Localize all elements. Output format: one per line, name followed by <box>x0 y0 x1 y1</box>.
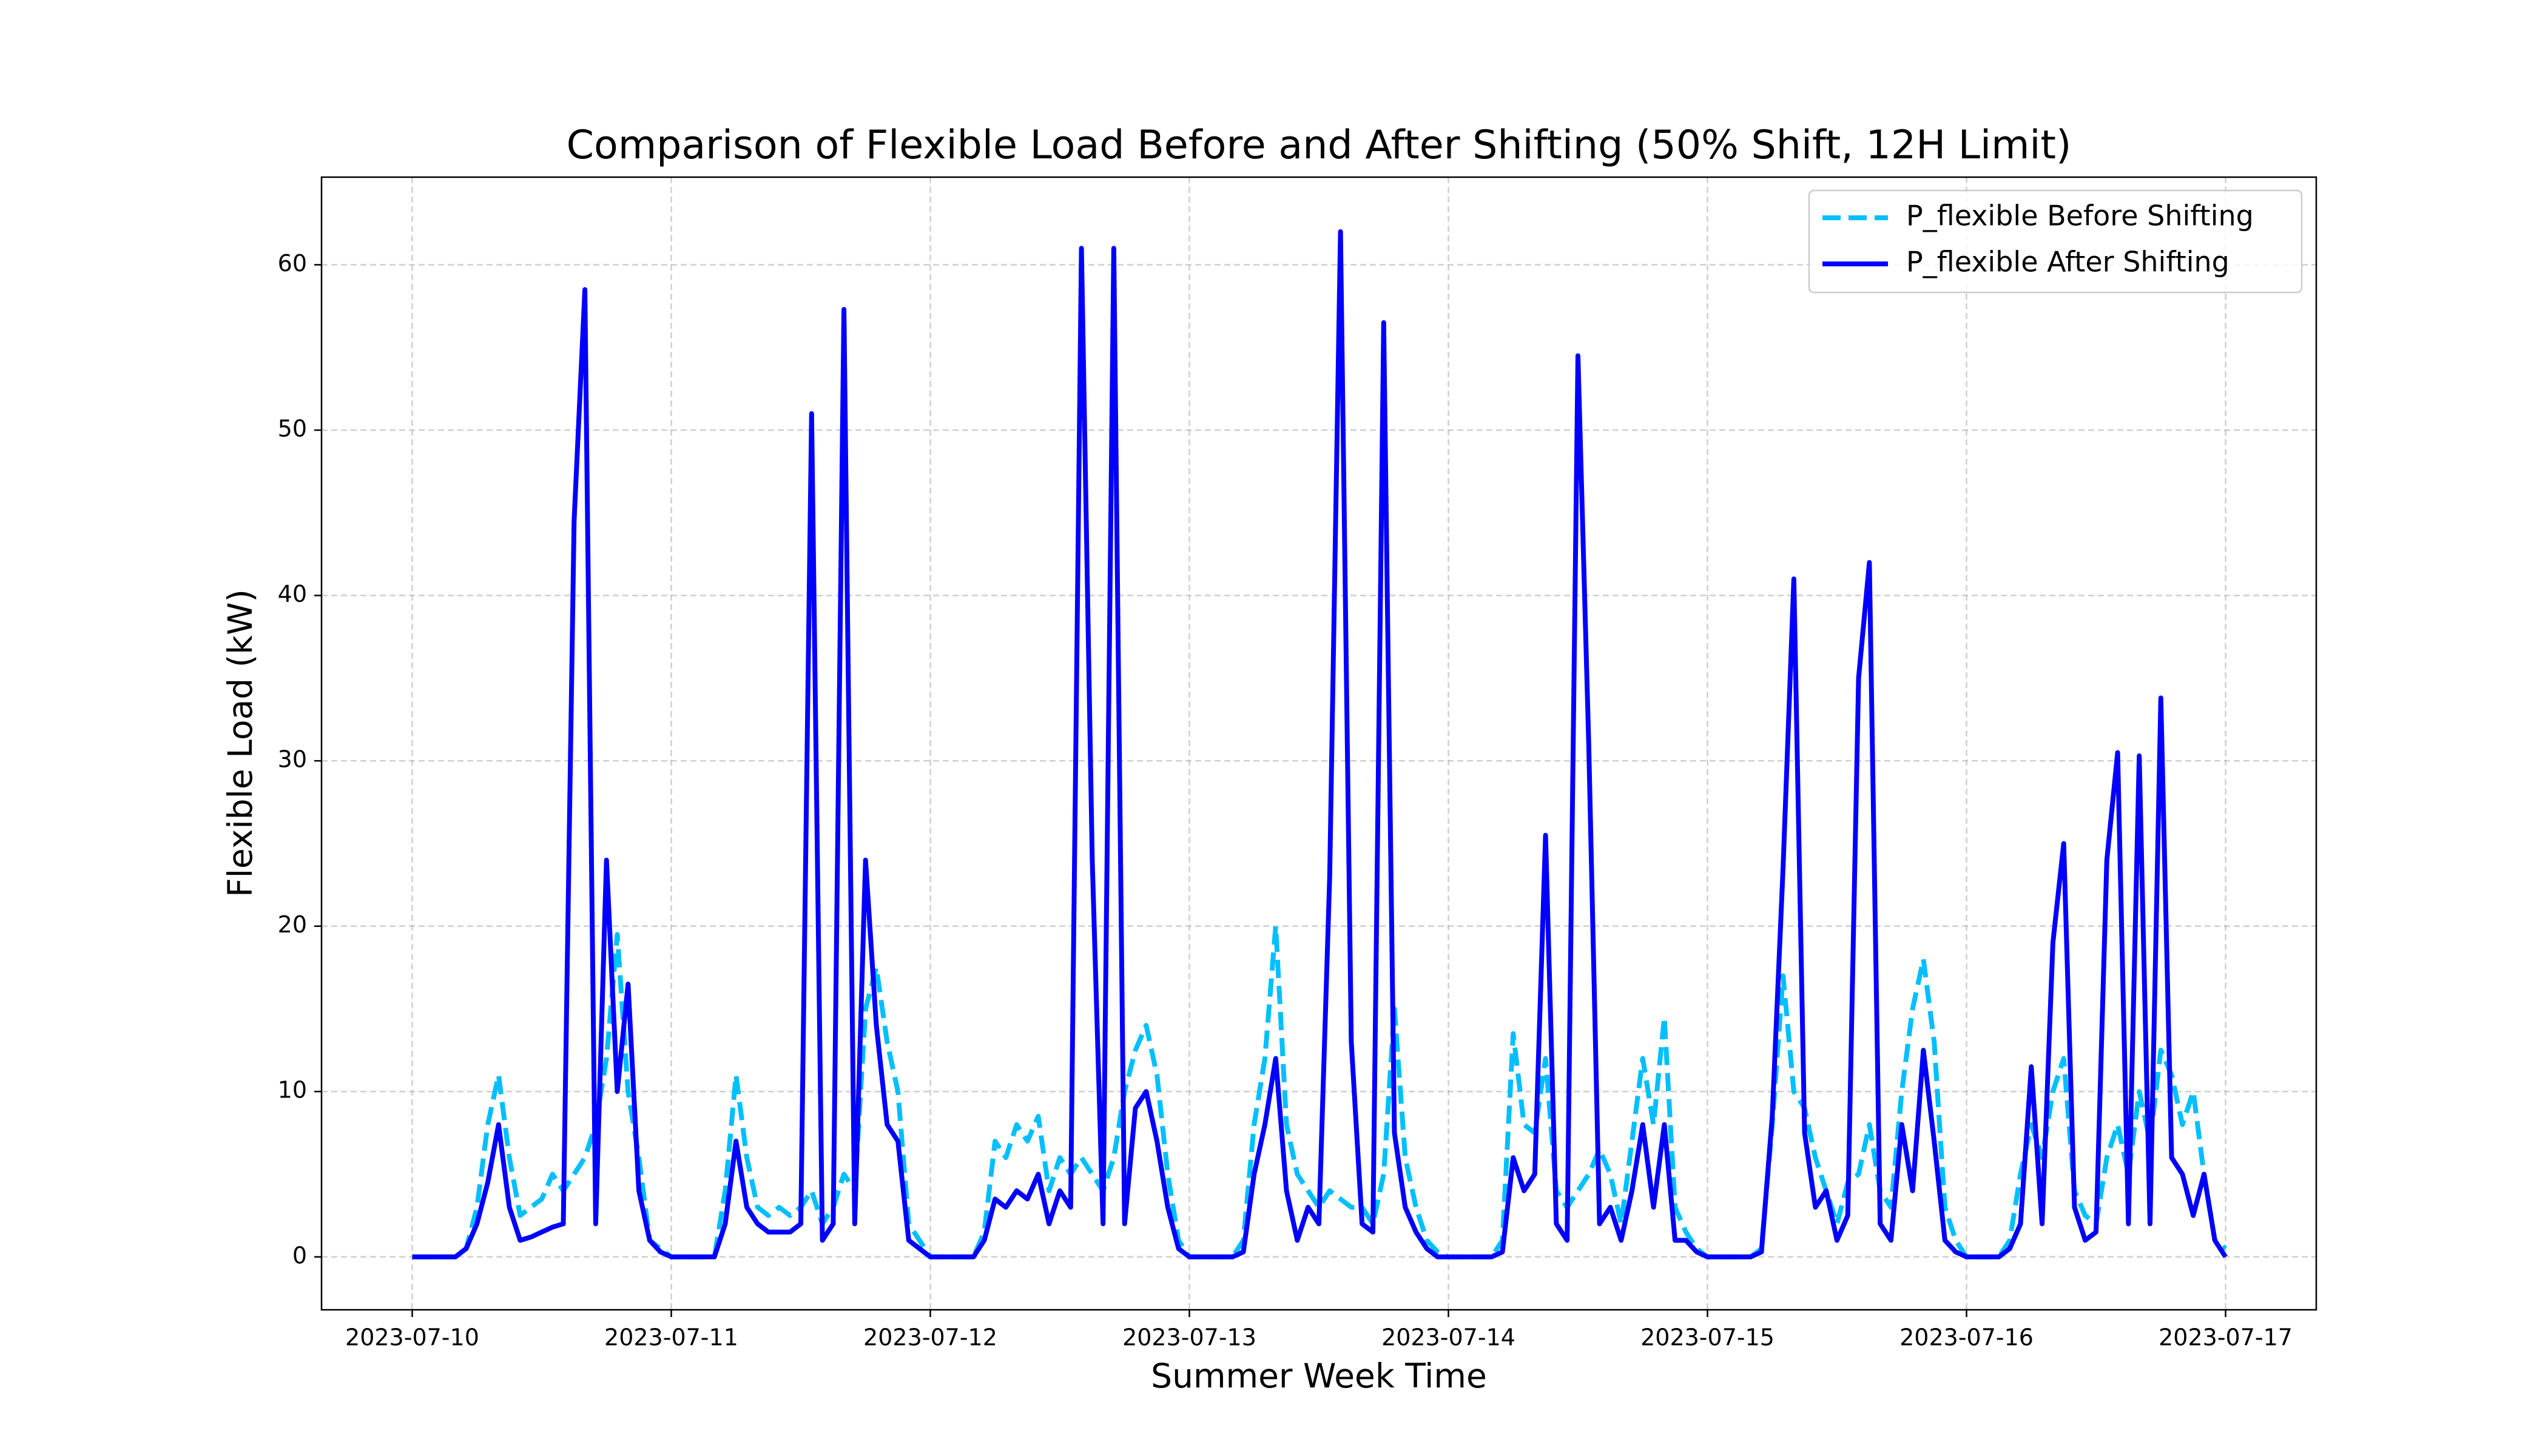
x-tick-label: 2023-07-15 <box>1640 1324 1774 1351</box>
x-tick-label: 2023-07-12 <box>863 1324 997 1351</box>
x-tick-label: 2023-07-14 <box>1381 1324 1515 1351</box>
x-tick-label: 2023-07-11 <box>604 1324 738 1351</box>
y-tick-label: 40 <box>278 581 307 607</box>
y-tick-label: 50 <box>278 416 307 442</box>
y-tick-label: 60 <box>278 250 307 277</box>
y-axis-label: Flexible Load (kW) <box>221 589 260 897</box>
x-axis-label: Summer Week Time <box>1151 1357 1487 1395</box>
y-tick-label: 20 <box>278 911 307 938</box>
x-tick-label: 2023-07-13 <box>1122 1324 1256 1351</box>
y-tick-label: 10 <box>278 1077 307 1104</box>
x-tick-label: 2023-07-16 <box>1899 1324 2034 1351</box>
legend: P_flexible Before Shifting P_flexible Aft… <box>1808 189 2303 294</box>
y-tick-label: 30 <box>278 746 307 773</box>
chart-title: Comparison of Flexible Load Before and A… <box>567 123 2072 168</box>
x-tick-label: 2023-07-10 <box>345 1324 479 1351</box>
data-line <box>412 229 2228 1259</box>
legend-label: P_flexible After Shifting <box>1906 246 2230 278</box>
x-tick-label: 2023-07-17 <box>2159 1324 2293 1351</box>
plot-frame <box>320 176 2317 1311</box>
legend-label: P_flexible Before Shifting <box>1906 200 2254 232</box>
legend-box <box>1808 189 2303 294</box>
y-tick-label: 0 <box>292 1242 307 1269</box>
